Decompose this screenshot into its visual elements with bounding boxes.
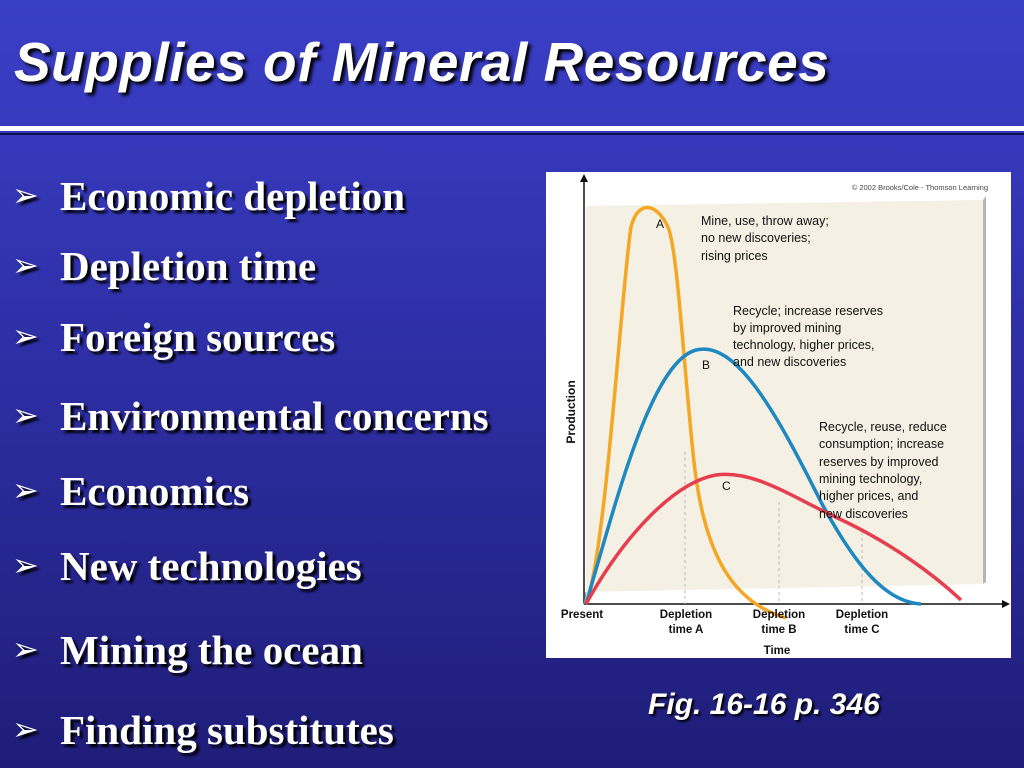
bullet-item: ➢ Mining the ocean [12,626,363,674]
arrow-bullet-icon: ➢ [12,317,39,355]
curve-c [584,472,963,605]
bullet-text: Economic depletion [60,173,406,219]
bullet-item: ➢ Economics [12,467,249,515]
bullet-text: New technologies [60,543,362,589]
bullet-item: ➢ Foreign sources [12,313,335,361]
y-axis-label: Production [564,380,578,443]
floor-edge [583,591,587,605]
bullet-item: ➢ New technologies [12,542,362,590]
curve-a-label: A [656,217,664,231]
curve-c-label: C [722,479,731,493]
depletion-chart: © 2002 Brooks/Cole - Thomson Learning A … [561,174,1010,657]
annotation-a-line: Mine, use, throw away; [701,214,829,228]
y-axis-arrow-icon [580,174,588,182]
annotation-c-line: mining technology, [819,472,922,486]
chart-copyright: © 2002 Brooks/Cole - Thomson Learning [852,183,988,192]
chart-back-wall [586,200,983,592]
x-axis-arrow-icon [1002,600,1010,608]
x-tick-label: Depletion [836,609,888,621]
x-tick-label: time C [844,624,879,636]
chart-side-wall [983,196,986,584]
arrow-bullet-icon: ➢ [12,176,39,214]
arrow-bullet-icon: ➢ [12,246,39,284]
arrow-bullet-icon: ➢ [12,546,39,584]
x-tick-label: Depletion [660,609,712,621]
title-divider [0,126,1024,131]
bullet-item: ➢ Environmental concerns [12,392,489,440]
annotation-b-line: Recycle; increase reserves [733,304,883,318]
title-divider-shadow [0,133,1024,135]
x-tick-label: time A [669,624,704,636]
arrow-bullet-icon: ➢ [12,471,39,509]
x-tick-label: Depletion [753,609,805,621]
figure-caption: Fig. 16-16 p. 346 [648,688,880,721]
bullet-text: Depletion time [60,243,317,289]
annotation-b-line: by improved mining [733,321,841,335]
bullet-text: Foreign sources [60,314,336,360]
annotation-c-line: consumption; increase [819,437,944,451]
annotation-b-line: technology, higher prices, [733,338,875,352]
arrow-bullet-icon: ➢ [12,710,39,748]
annotation-c-line: higher prices, and [819,489,918,503]
bullet-item: ➢ Depletion time [12,242,316,290]
arrow-bullet-icon: ➢ [12,630,39,668]
arrow-bullet-icon: ➢ [12,396,39,434]
x-tick-label: Present [561,609,603,621]
slide-title: Supplies of Mineral Resources [14,31,830,93]
annotation-c-line: reserves by improved [819,455,939,469]
curve-a [584,205,787,620]
bullet-item: ➢ Finding substitutes [12,706,394,754]
bullet-item: ➢ Economic depletion [12,172,405,220]
bullet-text: Mining the ocean [60,627,363,673]
annotation-c-line: new discoveries [819,507,908,521]
x-tick-label: time B [761,624,796,636]
annotation-a-line: rising prices [701,249,768,263]
annotation-c-line: Recycle, reuse, reduce [819,420,947,434]
x-axis-label: Time [764,645,791,657]
bullet-text: Finding substitutes [60,707,394,753]
bullet-text: Environmental concerns [60,393,489,439]
annotation-b-line: and new discoveries [733,355,846,369]
annotation-a-line: no new discoveries; [701,231,811,245]
curve-b [584,347,922,606]
curve-b-label: B [702,358,710,372]
bullet-text: Economics [60,468,250,514]
depletion-chart-figure: © 2002 Brooks/Cole - Thomson Learning A … [546,172,1011,658]
